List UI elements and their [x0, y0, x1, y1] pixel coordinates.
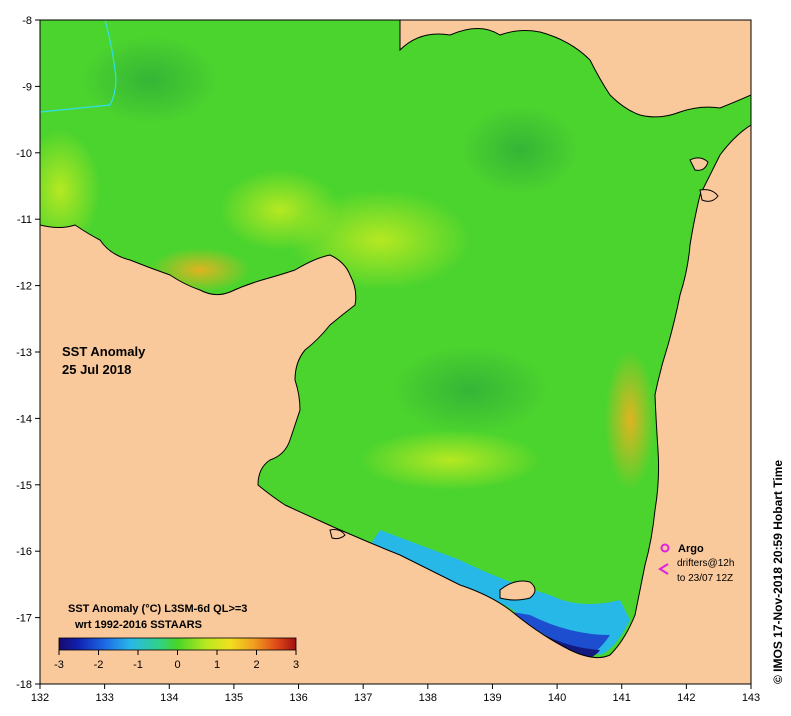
colorbar — [58, 637, 297, 651]
lat-tick-label: -17 — [16, 613, 32, 625]
credit-text: © IMOS 17-Nov-2018 20:59 Hobart Time — [771, 460, 785, 684]
lat-tick-label: -18 — [16, 679, 32, 691]
new-guinea — [399, 20, 751, 118]
australia-mainland — [40, 124, 751, 684]
lat-tick-label: -13 — [16, 347, 32, 359]
longitude-axis: 132 133 134 135 136 137 138 139 140 141 142 143 — [31, 684, 760, 704]
lon-tick-label: 137 — [354, 692, 372, 704]
warm-anomaly-patch — [360, 430, 540, 490]
lat-tick-label: -16 — [16, 546, 32, 558]
colorbar-ticks: -3 -2 -1 0 1 2 3 — [54, 650, 299, 671]
warm-anomaly-patch — [605, 350, 655, 490]
island — [699, 189, 719, 202]
lon-tick-label: 139 — [483, 692, 501, 704]
lon-tick-label: 140 — [548, 692, 566, 704]
lat-tick-label: -9 — [22, 81, 32, 93]
drifter-arrow-icon — [658, 563, 669, 575]
warm-anomaly-patch — [220, 170, 340, 250]
argo-label: Argo — [678, 543, 704, 555]
lon-tick-label: 141 — [613, 692, 631, 704]
lat-tick-label: -8 — [22, 15, 32, 27]
cool-anomaly-patch — [390, 345, 550, 435]
cool-anomaly-patch — [80, 35, 220, 125]
island — [329, 529, 346, 540]
island — [689, 157, 709, 171]
mornington-island — [499, 580, 536, 601]
lon-tick-label: 133 — [95, 692, 113, 704]
lon-tick-label: 138 — [419, 692, 437, 704]
argo-marker — [660, 543, 670, 553]
map-date: 25 Jul 2018 — [62, 362, 131, 377]
lon-tick-label: 143 — [742, 692, 760, 704]
colorbar-tick-label: 0 — [174, 659, 180, 671]
colorbar-tick-label: 3 — [293, 659, 299, 671]
lon-tick-label: 142 — [677, 692, 695, 704]
cool-anomaly-patch — [460, 105, 580, 195]
drifters-label: drifters@12h — [677, 558, 734, 569]
drifters-date: to 23/07 12Z — [677, 573, 733, 584]
lon-tick-label: 132 — [31, 692, 49, 704]
colorbar-tick-label: -3 — [54, 659, 64, 671]
warm-anomaly-patch — [40, 130, 100, 250]
latitude-axis: -8 -9 -10 -11 -12 -13 -14 -15 -16 -17 -18 — [16, 15, 40, 691]
cold-anomaly-core — [500, 610, 610, 655]
legend-title: SST Anomaly (°C) L3SM-6d QL>=3 — [68, 603, 247, 615]
lat-tick-label: -10 — [16, 148, 32, 160]
lat-tick-label: -15 — [16, 480, 32, 492]
colorbar-tick-label: 1 — [214, 659, 220, 671]
lon-tick-label: 134 — [160, 692, 178, 704]
legend-subtitle: wrt 1992-2016 SSTAARS — [74, 619, 202, 631]
boundary-line — [40, 20, 117, 113]
lat-tick-label: -11 — [17, 214, 32, 226]
land-masses — [40, 20, 751, 684]
map-title: SST Anomaly — [62, 344, 146, 359]
lon-tick-label: 136 — [289, 692, 307, 704]
lon-tick-label: 135 — [225, 692, 243, 704]
colorbar-tick-label: -1 — [133, 659, 143, 671]
lat-tick-label: -14 — [16, 413, 32, 425]
lat-tick-label: -12 — [16, 281, 32, 293]
colorbar-tick-label: -2 — [94, 659, 104, 671]
colorbar-tick-label: 2 — [253, 659, 259, 671]
